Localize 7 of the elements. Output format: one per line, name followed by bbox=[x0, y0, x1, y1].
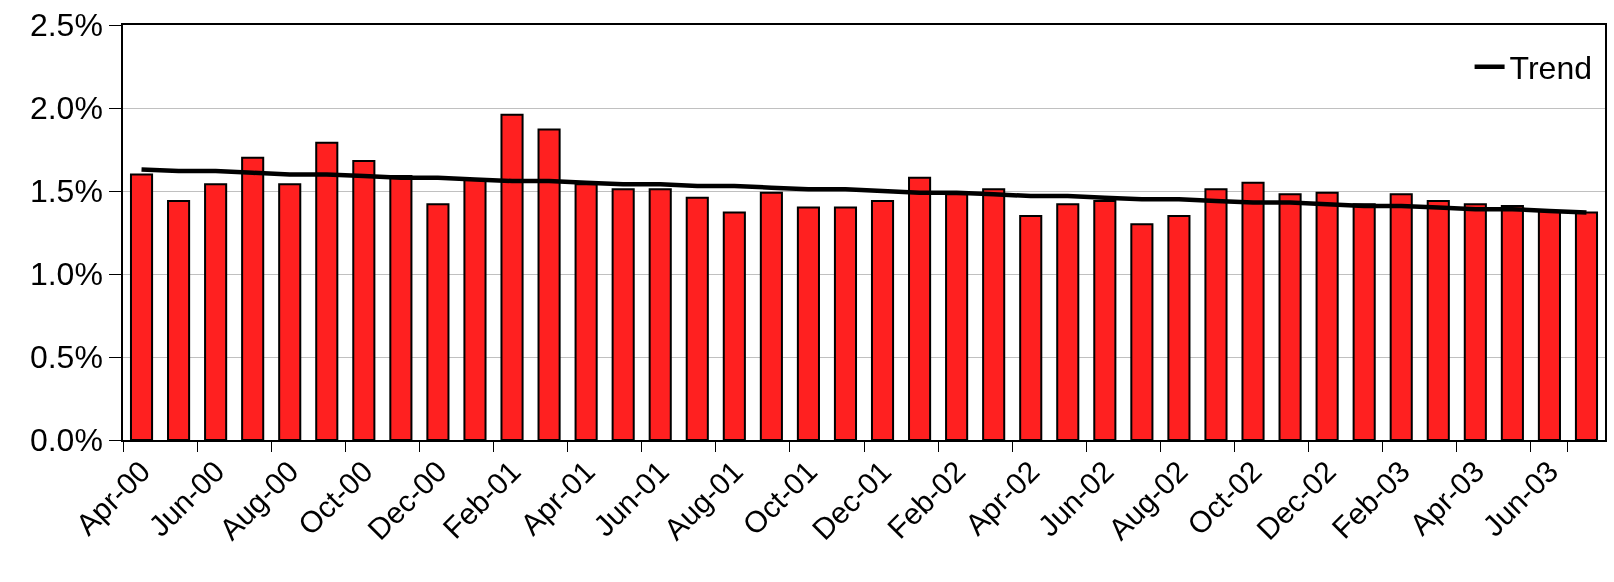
y-tick-label: 1.0% bbox=[29, 256, 103, 293]
y-tick-label: 2.5% bbox=[29, 7, 103, 44]
y-tick-label: 0.5% bbox=[29, 339, 103, 376]
y-tick-label: 2.0% bbox=[29, 90, 103, 127]
legend-label: Trend bbox=[1509, 50, 1592, 87]
y-tick-label: 1.5% bbox=[29, 173, 103, 210]
y-tick-label: 0.0% bbox=[29, 422, 103, 459]
